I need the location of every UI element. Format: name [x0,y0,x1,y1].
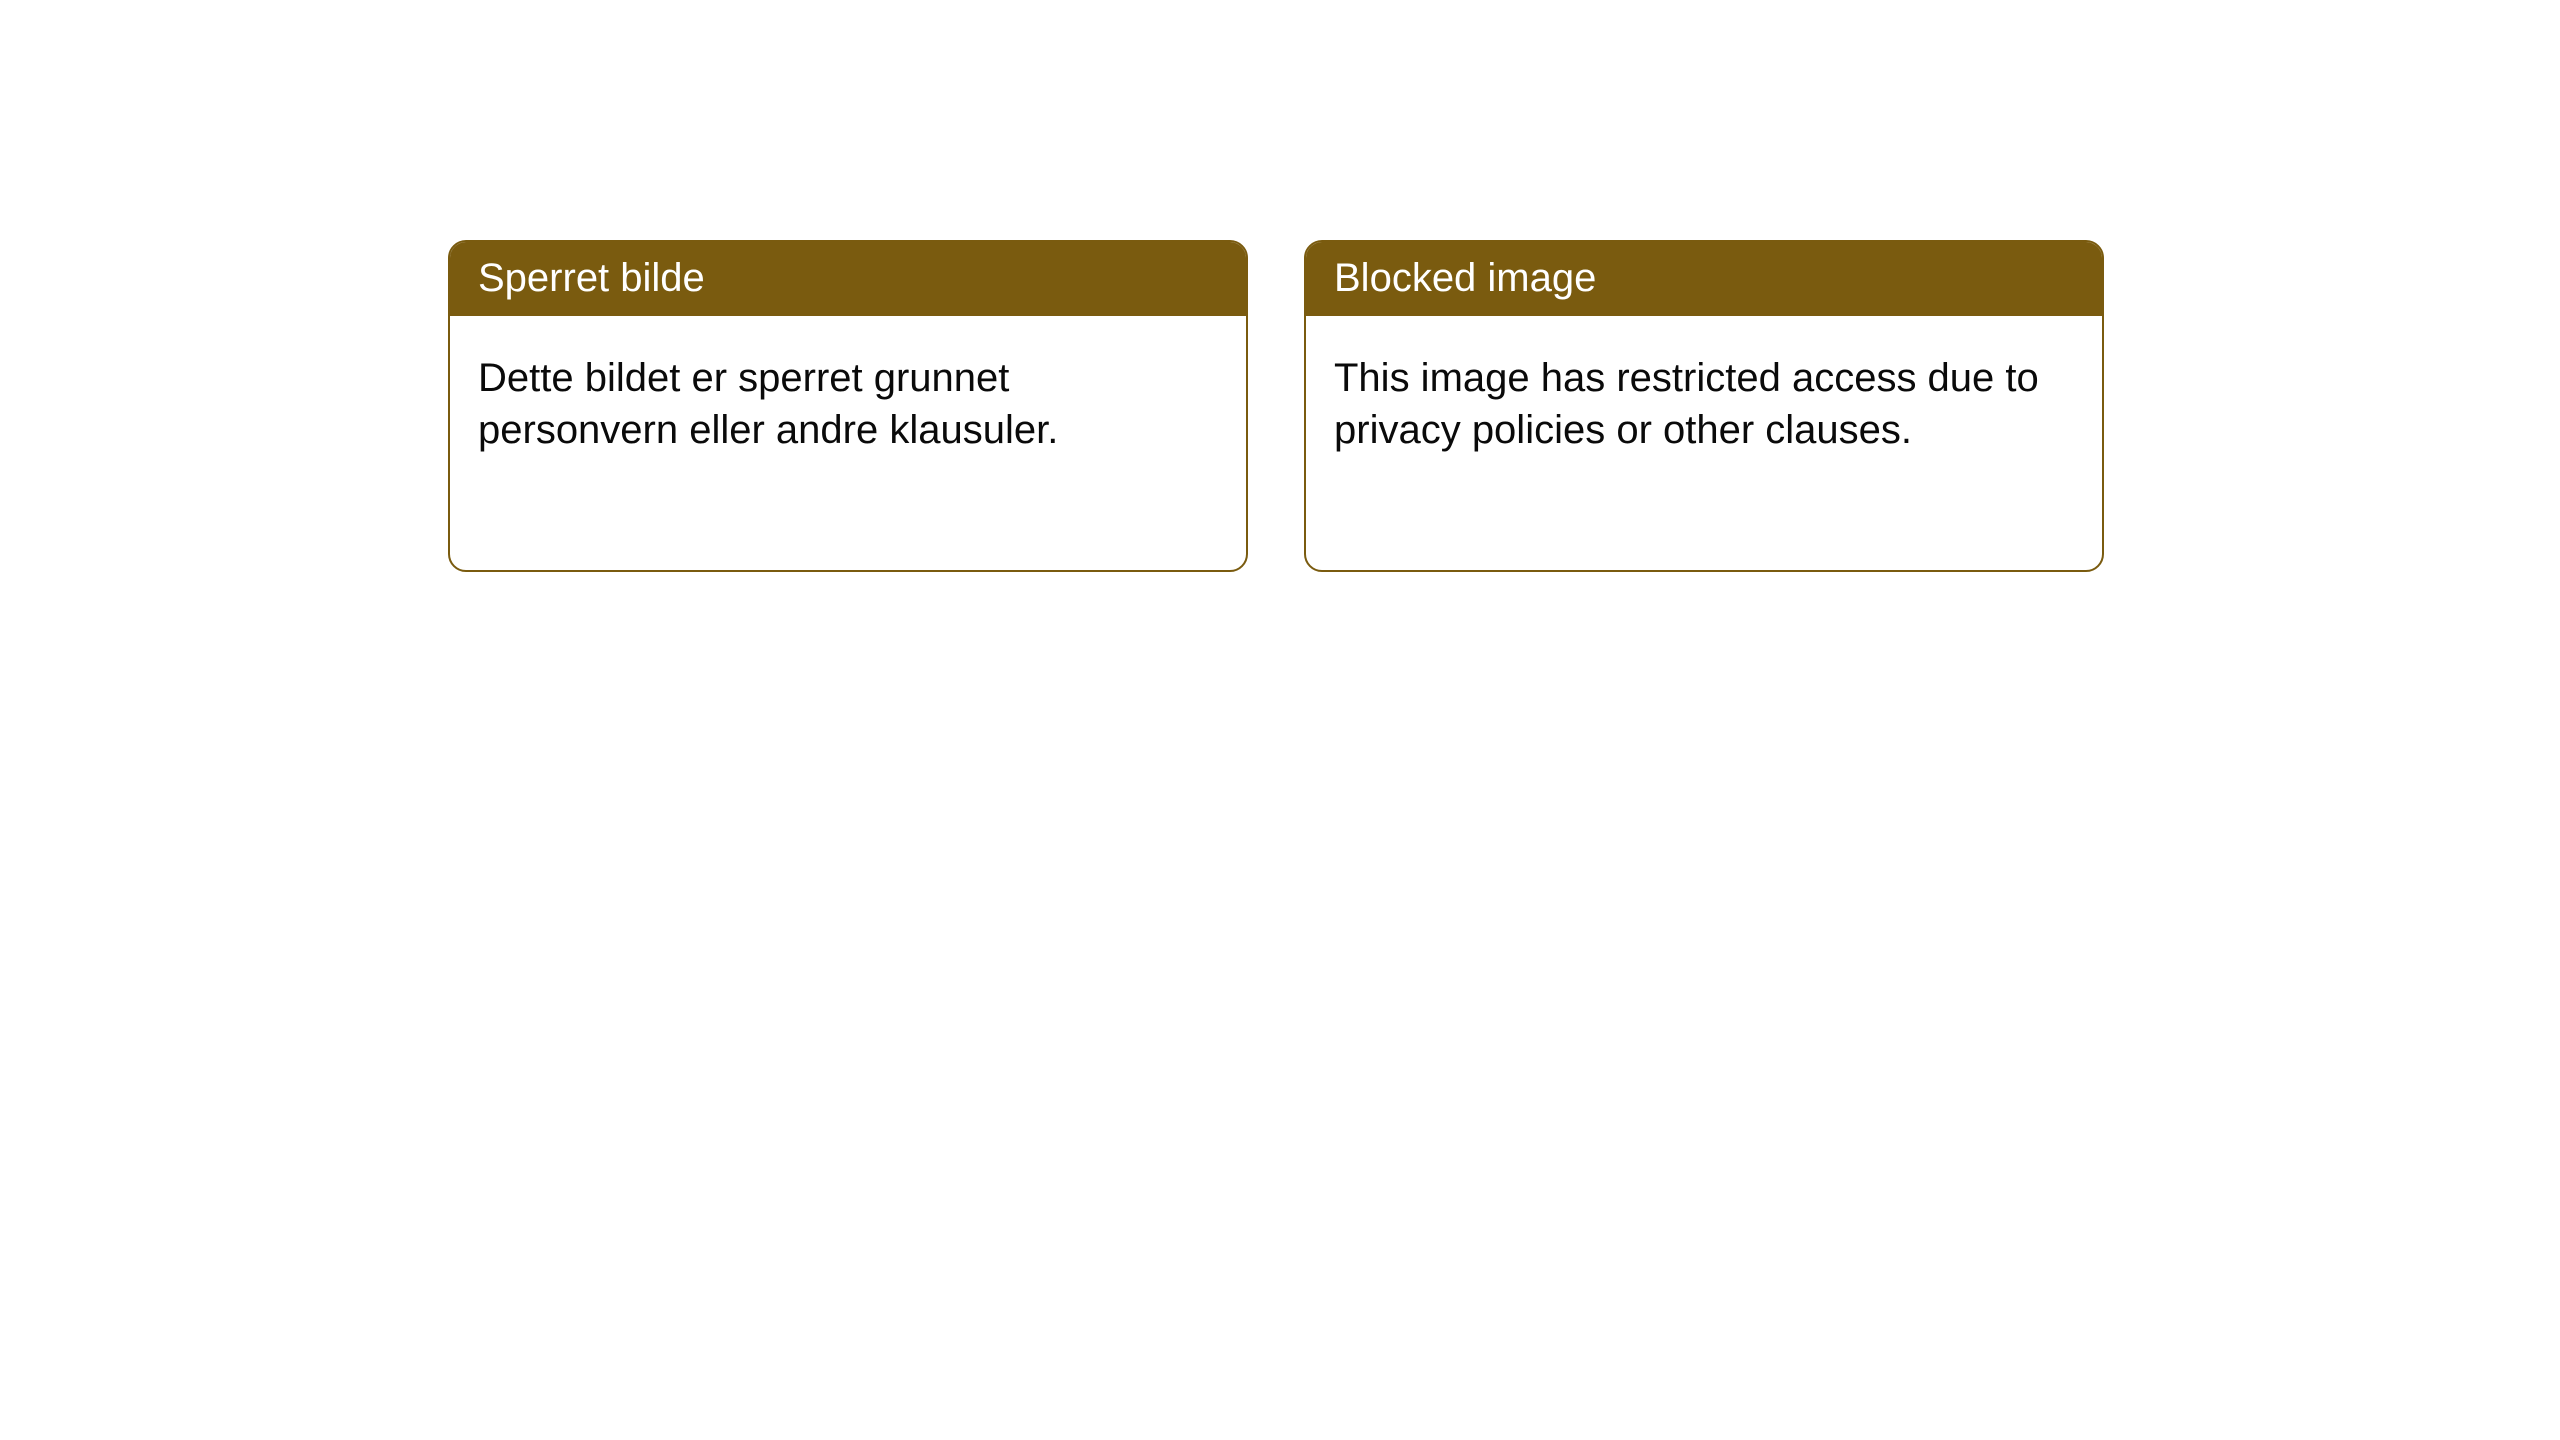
notice-card-english: Blocked image This image has restricted … [1304,240,2104,572]
notice-body-norwegian: Dette bildet er sperret grunnet personve… [450,316,1246,484]
notice-card-norwegian: Sperret bilde Dette bildet er sperret gr… [448,240,1248,572]
notice-body-english: This image has restricted access due to … [1306,316,2102,484]
notice-container: Sperret bilde Dette bildet er sperret gr… [448,240,2104,572]
notice-header-english: Blocked image [1306,242,2102,316]
notice-header-norwegian: Sperret bilde [450,242,1246,316]
